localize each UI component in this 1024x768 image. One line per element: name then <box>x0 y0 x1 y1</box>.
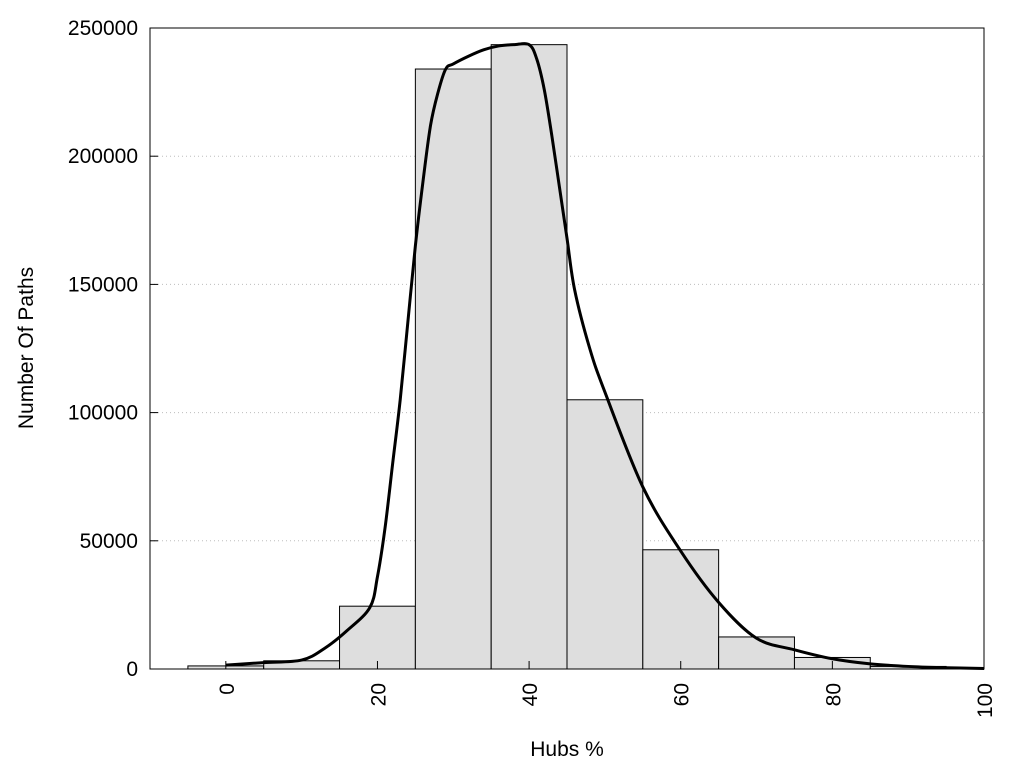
y-tick-label: 0 <box>126 658 138 681</box>
histogram-bar <box>718 636 795 670</box>
x-tick-label: 0 <box>216 683 239 695</box>
y-axis-label: Number Of Paths <box>15 267 38 429</box>
x-tick-label: 20 <box>367 683 390 706</box>
x-tick-label: 80 <box>822 683 845 706</box>
histogram-bar <box>414 68 492 670</box>
histogram-bar <box>642 549 720 670</box>
y-tick-label: 100000 <box>68 402 138 425</box>
density-curve-layer <box>225 42 985 670</box>
histogram-bar <box>490 44 568 670</box>
y-tick-label: 50000 <box>80 530 138 553</box>
x-tick-labels: 0 20 40 60 80 100 <box>216 683 997 718</box>
x-tick-label: 40 <box>519 683 542 706</box>
y-tick-labels: 0 50000 100000 150000 200000 250000 <box>68 17 138 681</box>
x-tick-label: 60 <box>671 683 694 706</box>
histogram-bar <box>566 399 644 670</box>
histogram-bars <box>187 44 947 670</box>
y-tick-label: 200000 <box>68 145 138 168</box>
x-tick-label: 100 <box>974 683 997 718</box>
y-tick-label: 150000 <box>68 273 138 296</box>
density-curve <box>225 42 985 670</box>
plot-frame <box>149 27 985 670</box>
x-axis-label: Hubs % <box>530 738 604 761</box>
histogram-bar <box>339 605 416 670</box>
y-tick-label: 250000 <box>68 17 138 40</box>
